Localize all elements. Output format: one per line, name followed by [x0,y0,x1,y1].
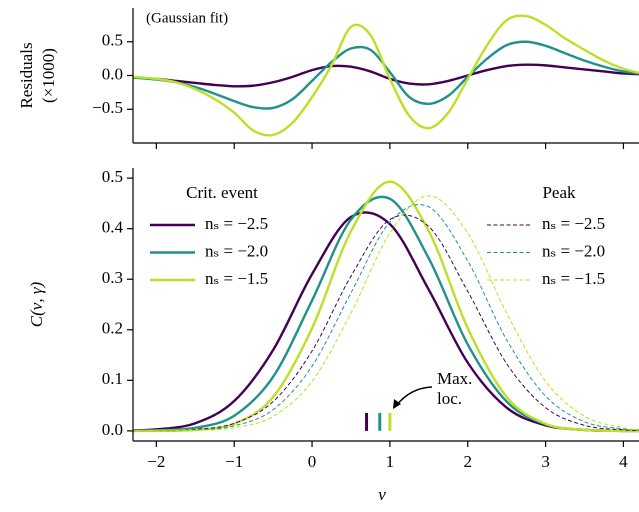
x-tick-label: 3 [541,452,550,471]
legend-label: nₛ = −2.5 [542,214,605,233]
legend-title: Peak [542,183,576,202]
y-tick-label: 0.5 [102,167,123,186]
x-tick-label: −2 [147,452,165,471]
data-line [133,40,639,110]
legend-label: nₛ = −2.0 [205,241,268,260]
y-tick-label: 0.1 [102,369,123,388]
annotation: (Gaussian fit) [146,10,228,26]
y-axis-label: Residuals [17,42,36,108]
y-tick-label: 0.0 [102,64,123,83]
y-axis-label: C(ν, γ) [27,281,46,327]
x-tick-label: 2 [463,452,472,471]
y-tick-label: 0.2 [102,319,123,338]
data-line [133,14,639,137]
data-line [133,195,639,432]
data-line [133,214,639,432]
annotation: loc. [437,389,462,408]
y-tick-label: −0.5 [92,98,123,117]
y-axis-label: (×1000) [39,48,58,103]
x-axis-label: ν [378,485,386,504]
y-tick-label: 0.4 [102,218,124,237]
x-tick-label: 0 [308,452,317,471]
x-tick-label: 1 [386,452,395,471]
x-tick-label: 4 [619,452,628,471]
annotation: Max. [437,369,472,388]
data-line [133,204,639,432]
y-tick-label: 0.5 [102,31,123,50]
legend-label: nₛ = −1.5 [205,269,268,288]
y-tick-label: 0.3 [102,268,123,287]
legend-label: nₛ = −2.5 [205,214,268,233]
legend-label: nₛ = −2.0 [542,241,605,260]
legend-title: Crit. event [186,183,258,202]
annotation-arrow [395,386,433,407]
x-tick-label: −1 [225,452,243,471]
y-tick-label: 0.0 [102,420,123,439]
legend-label: nₛ = −1.5 [542,269,605,288]
annotation-arrowhead [393,399,401,409]
